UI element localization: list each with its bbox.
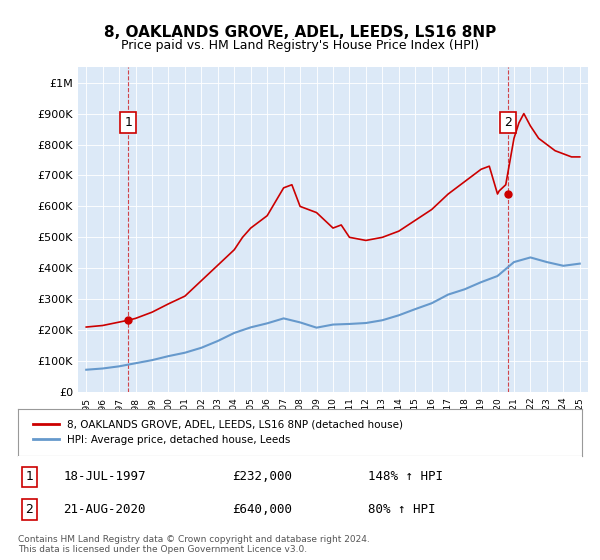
- Text: 148% ↑ HPI: 148% ↑ HPI: [368, 470, 443, 483]
- Text: 21-AUG-2020: 21-AUG-2020: [63, 503, 146, 516]
- Text: 8, OAKLANDS GROVE, ADEL, LEEDS, LS16 8NP: 8, OAKLANDS GROVE, ADEL, LEEDS, LS16 8NP: [104, 25, 496, 40]
- Text: 2: 2: [504, 116, 512, 129]
- Text: 80% ↑ HPI: 80% ↑ HPI: [368, 503, 435, 516]
- Text: Price paid vs. HM Land Registry's House Price Index (HPI): Price paid vs. HM Land Registry's House …: [121, 39, 479, 52]
- Text: £232,000: £232,000: [232, 470, 292, 483]
- Text: 18-JUL-1997: 18-JUL-1997: [63, 470, 146, 483]
- Text: 2: 2: [25, 503, 33, 516]
- Text: 1: 1: [25, 470, 33, 483]
- Text: 1: 1: [124, 116, 132, 129]
- Legend: 8, OAKLANDS GROVE, ADEL, LEEDS, LS16 8NP (detached house), HPI: Average price, d: 8, OAKLANDS GROVE, ADEL, LEEDS, LS16 8NP…: [29, 416, 407, 449]
- Text: £640,000: £640,000: [232, 503, 292, 516]
- Text: Contains HM Land Registry data © Crown copyright and database right 2024.
This d: Contains HM Land Registry data © Crown c…: [18, 535, 370, 554]
